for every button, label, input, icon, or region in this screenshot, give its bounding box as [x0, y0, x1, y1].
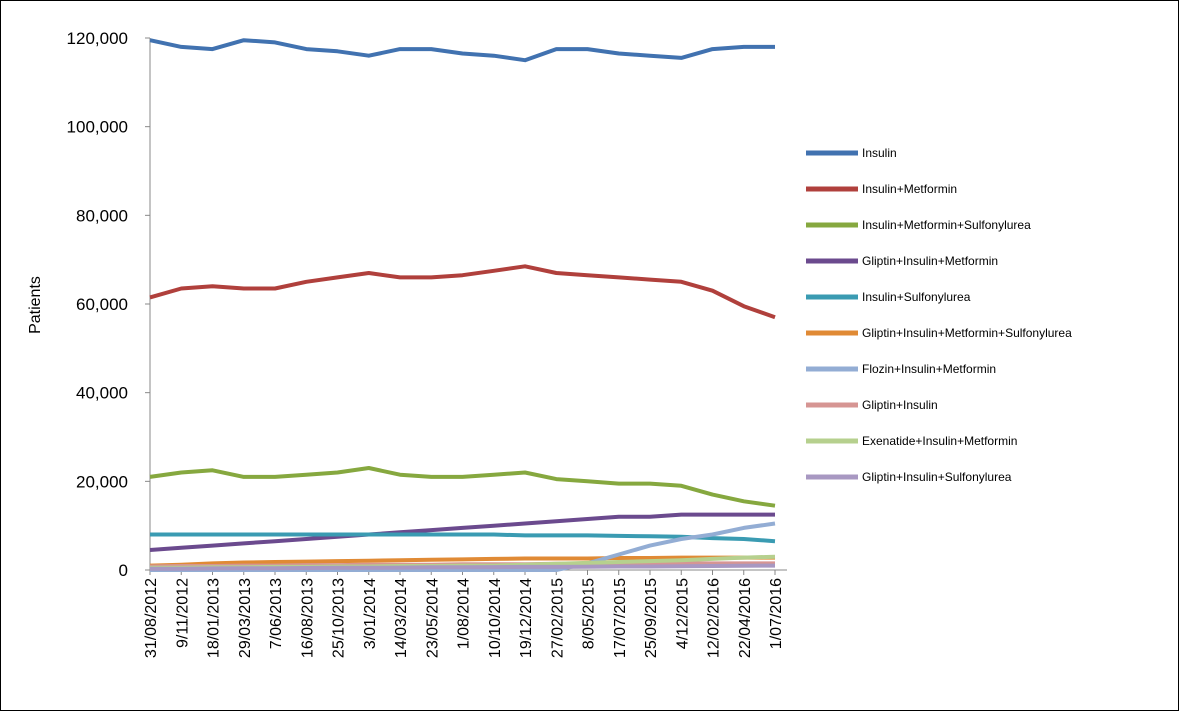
x-tick-label: 25/09/2015: [643, 578, 660, 658]
legend-label: Gliptin+Insulin: [862, 398, 938, 412]
x-tick-label: 17/07/2015: [612, 578, 629, 658]
series-line: [149, 264, 776, 320]
y-tick-label: 0: [119, 561, 128, 580]
x-tick-label: 8/05/2015: [581, 578, 598, 649]
x-tick-label: 1/07/2016: [768, 578, 785, 649]
y-tick-label: 100,000: [67, 118, 128, 137]
series-line: [149, 38, 775, 63]
series-line: [149, 512, 775, 552]
x-tick-label: 7/06/2013: [268, 578, 285, 649]
x-tick-label: 1/08/2014: [456, 578, 473, 649]
y-axis-title: Patients: [27, 276, 44, 334]
series-line: [149, 555, 775, 568]
x-tick-label: 31/08/2012: [143, 578, 160, 658]
x-tick-label: 23/05/2014: [424, 578, 441, 658]
y-tick-label: 80,000: [76, 206, 128, 225]
series-line: [150, 563, 776, 571]
x-tick-label: 22/04/2016: [737, 578, 754, 658]
y-tick-label: 40,000: [76, 384, 128, 403]
legend-label: Insulin+Metformin+Sulfonylurea: [862, 218, 1031, 232]
series-line: [150, 532, 776, 544]
x-tick-label: 3/01/2014: [362, 578, 379, 649]
series-line: [149, 466, 776, 508]
x-tick-label: 25/10/2013: [331, 578, 348, 658]
x-tick-label: 14/03/2014: [393, 578, 410, 658]
legend-label: Gliptin+Insulin+Metformin: [862, 254, 998, 268]
legend-label: Gliptin+Insulin+Sulfonylurea: [862, 470, 1012, 484]
y-tick-label: 60,000: [76, 295, 128, 314]
x-tick-label: 16/08/2013: [299, 578, 316, 658]
x-tick-label: 18/01/2013: [206, 578, 223, 658]
x-tick-label: 19/12/2014: [518, 578, 535, 658]
y-tick-label: 120,000: [67, 29, 128, 48]
legend-label: Flozin+Insulin+Metformin: [862, 362, 996, 376]
y-tick-label: 20,000: [76, 472, 128, 491]
legend-label: Insulin+Sulfonylurea: [862, 290, 971, 304]
x-tick-label: 12/02/2016: [706, 578, 723, 658]
x-tick-label: 9/11/2012: [174, 578, 191, 648]
legend-label: Insulin: [862, 146, 897, 160]
legend-label: Exenatide+Insulin+Metformin: [862, 434, 1017, 448]
x-tick-label: 29/03/2013: [237, 578, 254, 658]
x-tick-label: 27/02/2015: [549, 578, 566, 658]
legend-label: Gliptin+Insulin+Metformin+Sulfonylurea: [862, 326, 1072, 340]
legend-label: Insulin+Metformin: [862, 182, 957, 196]
x-tick-label: 10/10/2014: [487, 578, 504, 658]
x-tick-label: 4/12/2015: [674, 578, 691, 649]
